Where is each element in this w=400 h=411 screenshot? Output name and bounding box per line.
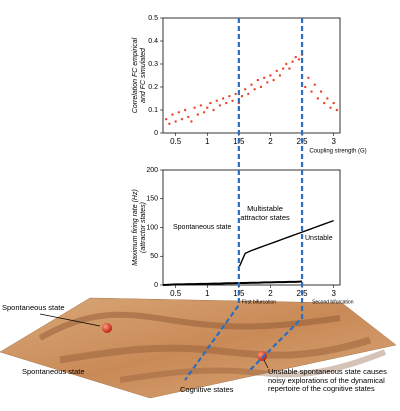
point [269, 74, 272, 77]
y-tick-label: 150 [146, 196, 158, 203]
point [187, 115, 190, 119]
point [310, 90, 313, 93]
annotation: Spontaneous state [173, 224, 231, 231]
point [247, 92, 250, 96]
point [164, 118, 168, 121]
point [304, 85, 307, 89]
point [335, 108, 339, 112]
point [285, 62, 288, 66]
y-tick-label: 0 [154, 282, 158, 289]
point [322, 101, 326, 105]
point [316, 97, 320, 100]
point [329, 106, 332, 109]
point [275, 69, 278, 73]
point [294, 55, 297, 59]
point [256, 78, 260, 82]
y-tick-label: 0.4 [148, 38, 158, 45]
point [231, 99, 234, 103]
annotation: Multistable attractor states [240, 205, 290, 222]
annotation: Unstable spontaneous state causes noisy … [268, 368, 387, 394]
point [228, 95, 231, 98]
point [209, 101, 212, 105]
annotation-box: Multistable attractor states [240, 205, 290, 222]
y-axis-label: (attractor states) [140, 202, 147, 253]
line-series [238, 219, 334, 269]
x-tick-label: 3 [331, 137, 336, 146]
annotation: Cognitive states [180, 385, 234, 394]
point [168, 122, 171, 126]
point [243, 88, 247, 91]
y-tick-label: 0 [154, 130, 158, 137]
annotation: Unstable [305, 235, 333, 242]
plot-frame [162, 17, 341, 134]
y-axis-label: Correlation FC empirical [132, 37, 139, 113]
annotation: Second bifurcation [312, 299, 354, 305]
y-axis-label: and FC simulated [140, 47, 147, 103]
annotation: Spontaneous state [22, 367, 85, 376]
point [171, 113, 174, 116]
point [174, 120, 177, 123]
bifurcation-line [184, 18, 240, 381]
point [199, 104, 203, 107]
point [266, 81, 269, 84]
point [281, 67, 285, 70]
point [278, 74, 282, 77]
x-tick-label: 2 [268, 137, 273, 146]
y-axis-label: Maximum firing rate (Hz) [132, 189, 139, 266]
point [319, 90, 323, 93]
y-tick-label: 0.2 [148, 84, 158, 91]
y-tick-label: 100 [146, 224, 158, 231]
annotation: Spontaneous state [2, 303, 65, 312]
x-axis-label: Coupling strength (G) [309, 149, 366, 155]
point [221, 97, 225, 100]
point [253, 88, 256, 91]
point [272, 78, 275, 82]
point [190, 120, 193, 123]
point [240, 95, 244, 98]
point [180, 118, 184, 121]
point [307, 76, 310, 80]
x-tick-label: 1 [205, 137, 210, 146]
point [215, 99, 218, 103]
point [177, 111, 181, 114]
point [259, 85, 263, 89]
point [206, 106, 209, 109]
line-series [162, 280, 303, 286]
point [288, 67, 291, 70]
point [326, 97, 329, 100]
x-tick-label: 0.5 [170, 289, 182, 298]
y-tick-label: 0.1 [148, 107, 158, 114]
point [234, 92, 237, 96]
x-tick-label: 0.5 [170, 137, 182, 146]
point [196, 113, 199, 116]
y-tick-label: 0.3 [148, 61, 158, 68]
annotation-box: Unstable spontaneous state causes noisy … [268, 368, 387, 394]
point [250, 83, 253, 86]
point [262, 76, 266, 80]
point [218, 104, 222, 107]
point [183, 108, 187, 112]
x-tick-label: 2 [268, 289, 273, 298]
point [202, 111, 206, 114]
point [332, 101, 335, 105]
bifurcation-line [247, 18, 304, 373]
point [313, 83, 316, 86]
point [297, 58, 301, 61]
x-tick-label: 3 [331, 289, 336, 298]
annotation: First bifurcation [242, 299, 276, 305]
x-tick-label: 1 [205, 289, 210, 298]
y-tick-label: 0.5 [148, 15, 158, 22]
point [225, 101, 228, 105]
y-tick-label: 200 [146, 167, 158, 174]
point [193, 106, 196, 109]
point [212, 108, 215, 112]
point [291, 60, 294, 63]
y-tick-label: 50 [150, 253, 158, 260]
